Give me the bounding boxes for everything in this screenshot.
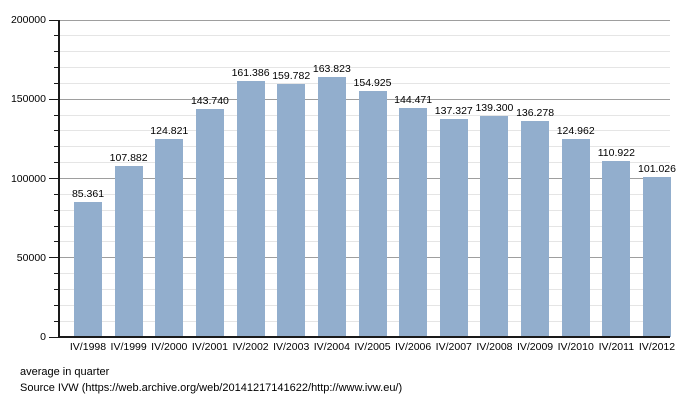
bar-IV/1998 bbox=[74, 201, 102, 337]
bar-IV/1999 bbox=[114, 166, 143, 337]
y-tick-minor bbox=[54, 273, 58, 275]
chart-note: average in quarter bbox=[20, 366, 110, 378]
y-tick-minor bbox=[54, 320, 58, 322]
x-axis-label: IV/2000 bbox=[151, 341, 188, 353]
x-axis-label: IV/2010 bbox=[557, 341, 594, 353]
x-axis-label: IV/2004 bbox=[313, 341, 350, 353]
bar-value-label: 124.821 bbox=[150, 125, 189, 138]
bar-value-label: 154.925 bbox=[353, 77, 392, 90]
x-axis-label: IV/2007 bbox=[435, 341, 472, 353]
chart-footer: average in quarter Source IVW (https://w… bbox=[20, 364, 402, 396]
bar-value-label: 139.300 bbox=[475, 102, 514, 115]
y-tick-minor bbox=[54, 241, 58, 243]
y-axis-label: 200000 bbox=[10, 14, 46, 26]
bar-IV/2006 bbox=[399, 108, 428, 337]
bar-IV/2009 bbox=[521, 120, 550, 337]
bar-value-label: 161.386 bbox=[231, 67, 270, 80]
gridline-minor bbox=[60, 67, 670, 69]
bar-value-label: 107.882 bbox=[109, 152, 148, 164]
bar-IV/2010 bbox=[561, 138, 590, 337]
bar-value-label: 110.922 bbox=[597, 147, 635, 160]
gridline-minor bbox=[60, 35, 670, 37]
y-tick-minor bbox=[54, 304, 58, 306]
y-axis-label: 150000 bbox=[10, 93, 46, 106]
x-axis-label: IV/1999 bbox=[110, 341, 147, 353]
y-tick-major bbox=[49, 336, 58, 338]
x-axis-label: IV/2009 bbox=[516, 341, 554, 353]
bar-IV/2005 bbox=[358, 91, 387, 337]
y-tick-major bbox=[49, 257, 58, 259]
bar-IV/2000 bbox=[155, 139, 184, 337]
y-tick-minor bbox=[54, 146, 58, 148]
x-axis-label: IV/2012 bbox=[638, 341, 676, 353]
bar-value-label: 136.278 bbox=[516, 106, 555, 119]
y-tick-major bbox=[49, 19, 58, 21]
y-tick-minor bbox=[54, 114, 58, 116]
y-tick-minor bbox=[54, 209, 58, 211]
y-axis-label: 0 bbox=[40, 331, 46, 343]
y-tick-minor bbox=[54, 193, 58, 195]
bar-IV/2008 bbox=[480, 116, 509, 337]
x-axis-label: IV/2011 bbox=[598, 341, 635, 353]
bar-IV/2003 bbox=[277, 83, 306, 337]
x-axis-label: IV/2006 bbox=[395, 341, 432, 353]
bar-value-label: 101.026 bbox=[638, 162, 676, 175]
bar-chart: 85.361 IV/1998 107.882 IV/1999 124.821 IV/200… bbox=[10, 14, 676, 353]
y-tick-minor bbox=[54, 225, 58, 227]
y-axis-label: 100000 bbox=[10, 172, 46, 185]
x-axis-label: IV/2008 bbox=[476, 341, 513, 353]
y-tick-minor bbox=[54, 67, 58, 69]
bar-value-label: 144.471 bbox=[394, 94, 433, 106]
x-axis-label: IV/2001 bbox=[191, 341, 229, 353]
y-tick-major bbox=[49, 98, 58, 100]
gridline-minor bbox=[60, 82, 670, 84]
x-axis-label: IV/2003 bbox=[273, 341, 310, 353]
y-axis-line bbox=[58, 20, 60, 337]
gridline-major bbox=[60, 19, 670, 21]
y-tick-minor bbox=[54, 35, 58, 37]
chart-source: Source IVW (https://web.archive.org/web/… bbox=[20, 382, 403, 394]
bar-IV/2012 bbox=[643, 176, 671, 337]
x-axis-label: IV/2005 bbox=[354, 341, 391, 353]
bar-value-label: 163.823 bbox=[312, 63, 351, 76]
bar-value-label: 159.782 bbox=[272, 69, 311, 82]
y-tick-minor bbox=[54, 130, 58, 132]
bar-value-label: 143.740 bbox=[190, 95, 229, 108]
bar-IV/2004 bbox=[317, 77, 346, 337]
y-tick-minor bbox=[54, 82, 58, 84]
y-tick-major bbox=[49, 178, 58, 179]
y-axis-label: 50000 bbox=[16, 251, 46, 264]
bar-value-label: 124.962 bbox=[556, 124, 595, 137]
bar-IV/2011 bbox=[602, 161, 631, 337]
gridline-minor bbox=[60, 51, 670, 53]
x-axis-label: IV/2002 bbox=[232, 341, 269, 353]
bar-IV/2002 bbox=[236, 81, 265, 337]
bar-IV/2007 bbox=[439, 119, 468, 337]
x-axis-line bbox=[58, 336, 670, 338]
bar-value-label: 85.361 bbox=[71, 187, 105, 200]
y-tick-minor bbox=[54, 51, 58, 53]
y-tick-minor bbox=[54, 162, 58, 164]
x-axis-label: IV/1998 bbox=[69, 341, 107, 353]
y-tick-minor bbox=[54, 288, 58, 290]
bar-IV/2001 bbox=[195, 109, 224, 337]
bar-value-label: 137.327 bbox=[434, 105, 473, 118]
